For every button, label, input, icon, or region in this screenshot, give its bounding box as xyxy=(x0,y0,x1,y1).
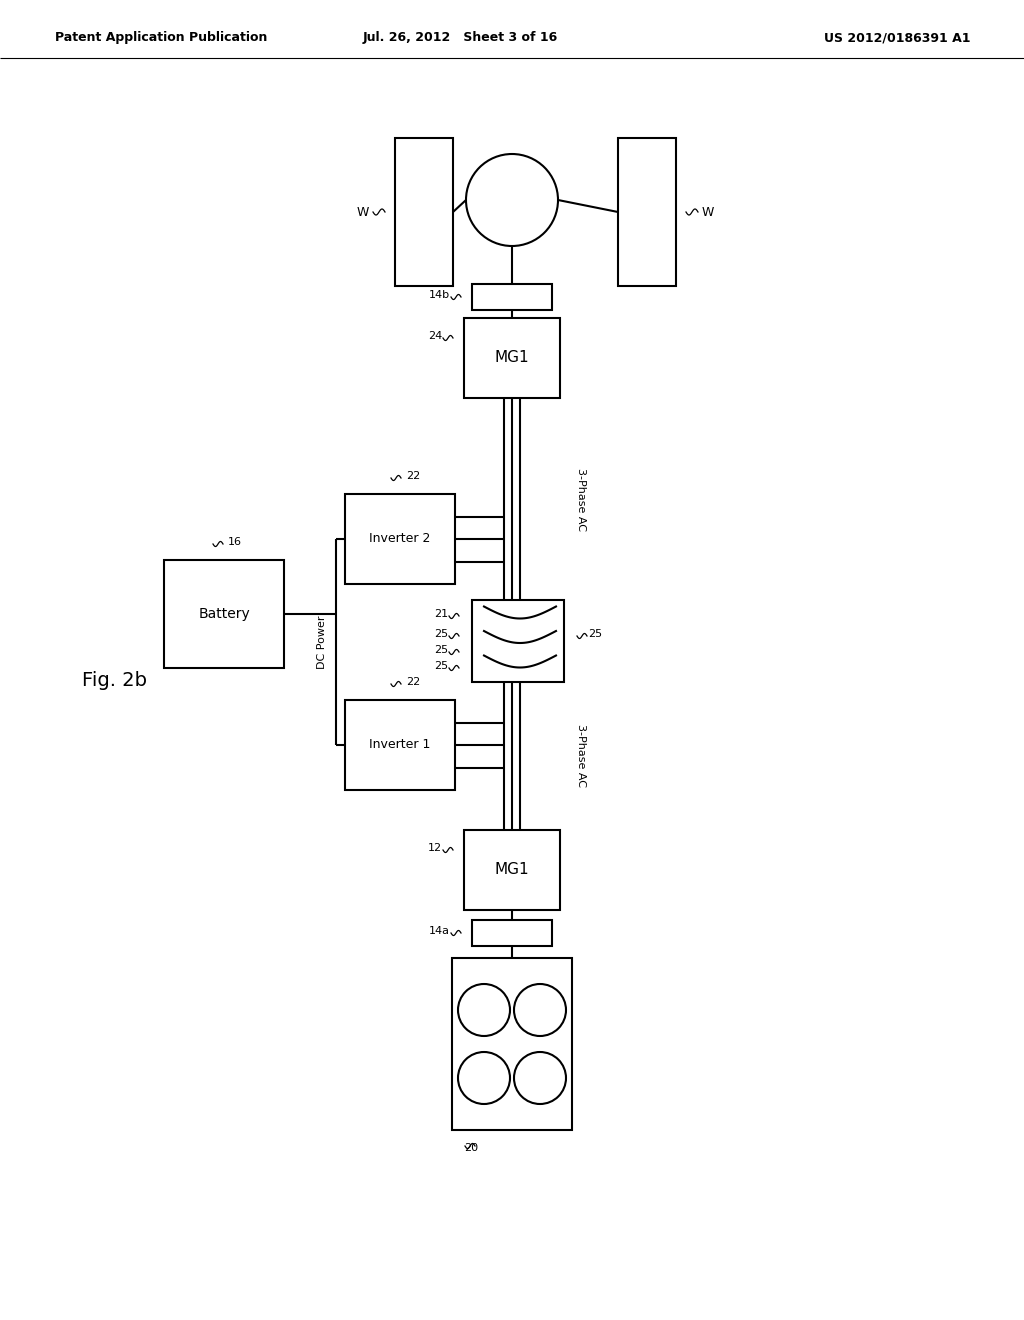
Text: Inverter 2: Inverter 2 xyxy=(370,532,431,545)
Text: 21: 21 xyxy=(434,609,449,619)
Bar xyxy=(345,700,455,789)
Text: 12: 12 xyxy=(428,843,442,853)
Bar xyxy=(464,318,560,399)
Bar xyxy=(472,601,564,682)
Bar xyxy=(345,494,455,583)
Text: 20: 20 xyxy=(464,1143,478,1152)
Text: 25: 25 xyxy=(434,630,449,639)
Text: Fig. 2b: Fig. 2b xyxy=(83,671,147,689)
Text: MG1: MG1 xyxy=(495,862,529,878)
Bar xyxy=(452,958,572,1130)
Text: Patent Application Publication: Patent Application Publication xyxy=(55,32,267,45)
Bar xyxy=(618,139,676,286)
Text: Battery: Battery xyxy=(198,607,250,620)
Text: 3-Phase AC: 3-Phase AC xyxy=(575,725,586,788)
Bar xyxy=(472,920,552,946)
Text: 25: 25 xyxy=(434,661,449,671)
Text: 25: 25 xyxy=(588,630,602,639)
Text: 3-Phase AC: 3-Phase AC xyxy=(575,467,586,531)
Text: MG1: MG1 xyxy=(495,351,529,366)
Text: 24: 24 xyxy=(428,331,442,341)
Text: 22: 22 xyxy=(406,677,420,686)
Text: W: W xyxy=(356,206,369,219)
Bar xyxy=(164,560,284,668)
Text: US 2012/0186391 A1: US 2012/0186391 A1 xyxy=(823,32,970,45)
Text: 25: 25 xyxy=(434,645,449,655)
Text: DC Power: DC Power xyxy=(317,615,327,669)
Bar xyxy=(472,284,552,310)
Text: 14b: 14b xyxy=(429,290,450,300)
Text: 14a: 14a xyxy=(429,927,450,936)
Text: Jul. 26, 2012   Sheet 3 of 16: Jul. 26, 2012 Sheet 3 of 16 xyxy=(362,32,558,45)
Text: W: W xyxy=(702,206,715,219)
Text: 16: 16 xyxy=(228,537,242,546)
Bar xyxy=(464,830,560,909)
Bar xyxy=(395,139,453,286)
Text: Inverter 1: Inverter 1 xyxy=(370,738,431,751)
Text: 22: 22 xyxy=(406,471,420,480)
